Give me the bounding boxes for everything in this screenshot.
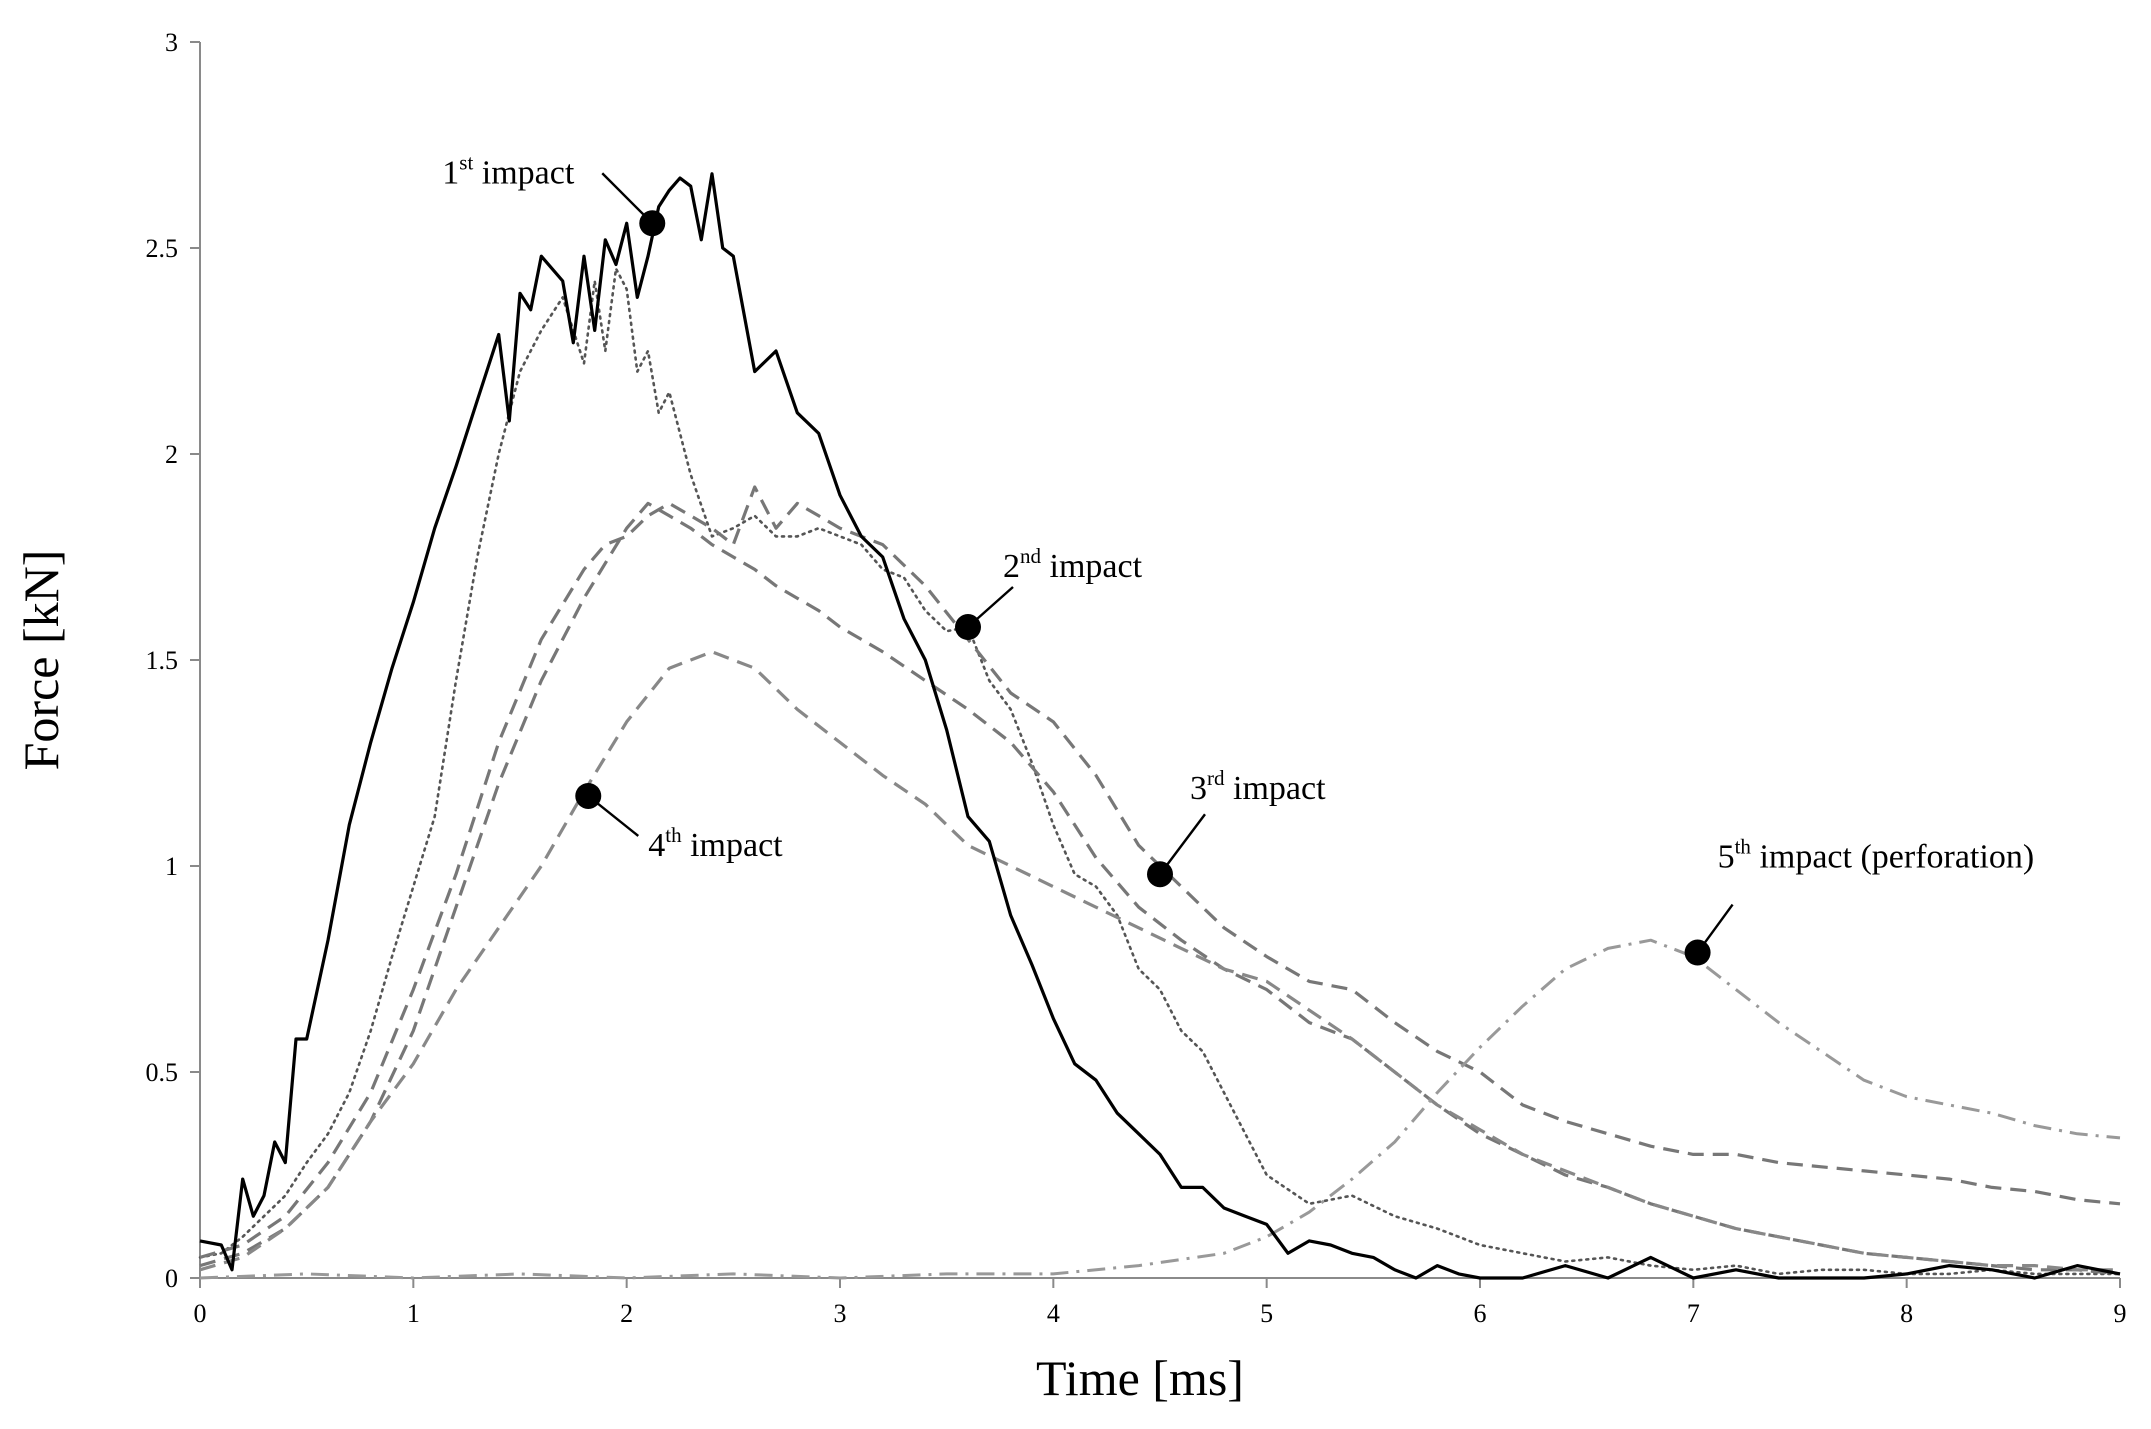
y-tick-label: 0	[165, 1264, 178, 1293]
x-axis-label: Time [ms]	[1036, 1350, 1244, 1406]
x-tick-label: 1	[407, 1299, 420, 1328]
annotation-label: 3rd impact	[1190, 766, 1326, 807]
annotation-label: 4th impact	[648, 823, 783, 864]
annotation-marker	[955, 614, 981, 641]
y-tick-label: 3	[165, 28, 178, 57]
x-tick-label: 2	[620, 1299, 633, 1328]
y-axis-label: Force [kN]	[13, 550, 69, 771]
annotation-label: 1st impact	[442, 150, 575, 191]
y-tick-label: 0.5	[146, 1058, 179, 1087]
x-tick-label: 8	[1900, 1299, 1913, 1328]
y-tick-label: 1	[165, 852, 178, 881]
y-tick-label: 2	[165, 440, 178, 469]
x-tick-label: 0	[194, 1299, 207, 1328]
series-line-1	[199, 172, 2121, 1280]
annotation-label: 5th impact (perforation)	[1718, 835, 2035, 876]
series-line-4	[199, 501, 2121, 1276]
annotation-layer: 1st impact 2nd impact 3rd impact 4th impact…	[442, 150, 2035, 966]
series-line-6	[199, 938, 2121, 1280]
y-tick-label: 2.5	[146, 234, 179, 263]
y-tick-label: 1.5	[146, 646, 179, 675]
series-line-2	[198, 267, 2122, 1276]
x-tick-label: 3	[834, 1299, 847, 1328]
axes: 0 0.5 1 1.5 2 2.5 3 0 1 2 3 4 5 6 7 8 9	[146, 28, 2127, 1328]
x-tick-label: 7	[1687, 1299, 1700, 1328]
series-line-3	[199, 485, 2121, 1259]
x-tick-label: 9	[2114, 1299, 2127, 1328]
annotation-marker	[1147, 861, 1173, 888]
series-layer	[198, 172, 2122, 1280]
annotation-marker	[575, 782, 602, 809]
annotation-marker	[639, 210, 666, 237]
series-line-5	[199, 650, 2120, 1272]
annotation-label: 2nd impact	[1003, 544, 1143, 585]
x-tick-label: 4	[1047, 1299, 1060, 1328]
x-tick-label: 5	[1260, 1299, 1273, 1328]
annotation-marker	[1684, 939, 1711, 966]
x-tick-label: 6	[1474, 1299, 1487, 1328]
